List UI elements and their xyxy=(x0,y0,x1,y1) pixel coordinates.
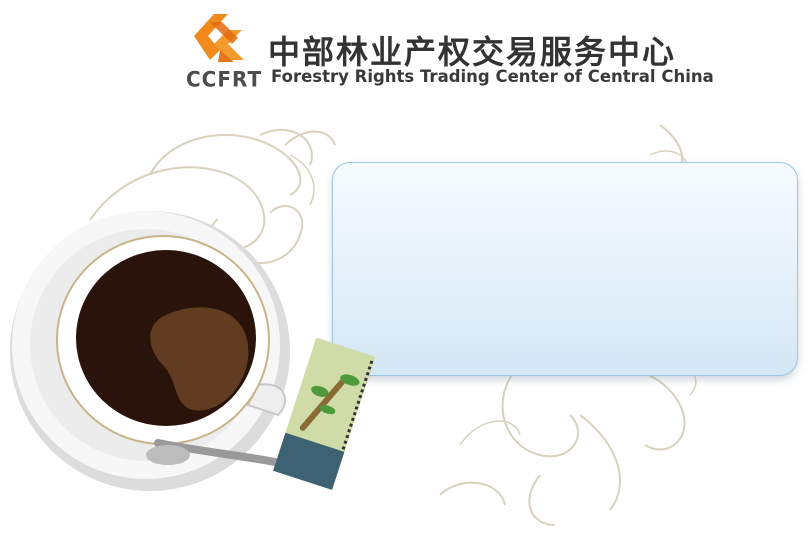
ccfrt-logo-icon xyxy=(194,14,244,62)
info-panel xyxy=(332,162,798,376)
coffee-cup-illustration xyxy=(10,211,376,491)
organization-title-chinese: 中部林业产权交易服务中心 xyxy=(268,33,677,71)
organization-title-english: Forestry Rights Trading Center of Centra… xyxy=(271,67,714,86)
header: CCFRT 中部林业产权交易服务中心 Forestry Rights Tradi… xyxy=(0,0,812,100)
logo-abbreviation: CCFRT xyxy=(186,66,263,92)
